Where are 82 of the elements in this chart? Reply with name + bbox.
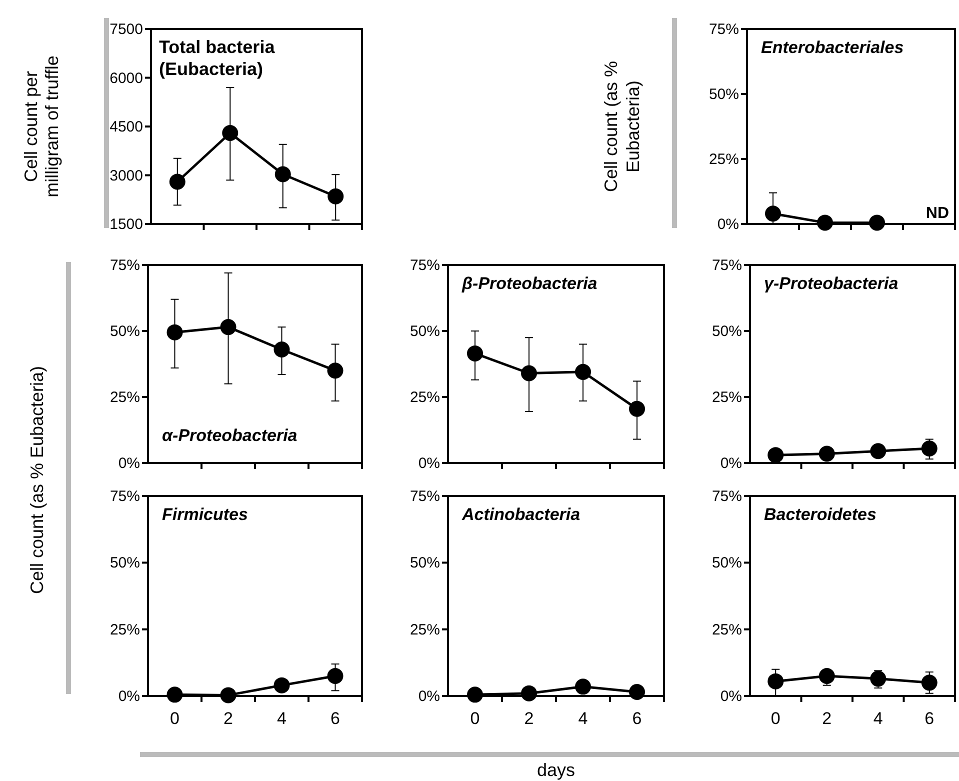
- y-tick-label: 75%: [712, 488, 742, 505]
- y-tick-label: 0%: [118, 688, 140, 705]
- point: [169, 174, 186, 190]
- y-tick-label: 0%: [118, 455, 140, 472]
- y-tick-label: 75%: [410, 257, 440, 274]
- text: β-Proteobacteria: [461, 274, 598, 293]
- y-tick-label: 75%: [708, 21, 739, 38]
- x-tick-label: 4: [277, 709, 286, 728]
- y-tick-label: 50%: [410, 323, 440, 340]
- point: [575, 678, 591, 695]
- y-axis-title: Cell count per milligram of truffle: [21, 56, 62, 198]
- text: Enterobacteriales: [761, 38, 904, 57]
- x-tick-label: 0: [770, 709, 780, 728]
- y-tick-label: 25%: [410, 621, 440, 638]
- x-tick-label: 2: [524, 709, 534, 728]
- point: [166, 686, 183, 703]
- y-tick-label: 25%: [712, 389, 742, 406]
- point: [921, 674, 938, 691]
- y-tick-label: 0%: [717, 216, 739, 233]
- text: Firmicutes: [162, 505, 248, 524]
- x-tick-label: 4: [873, 709, 883, 728]
- y-tick-label: 7500: [110, 21, 143, 38]
- text: α-Proteobacteria: [162, 426, 298, 445]
- text: Bacteroidetes: [764, 505, 876, 524]
- text: Total bacteria (Eubacteria): [159, 37, 276, 79]
- point: [629, 400, 645, 417]
- y-tick-label: 0%: [418, 455, 440, 472]
- x-tick-label: 0: [170, 709, 180, 728]
- y-tick-label: 75%: [712, 257, 742, 274]
- point: [870, 670, 886, 687]
- point: [274, 677, 290, 694]
- point: [629, 684, 645, 700]
- y-axis-title: Cell count (as % Eubacteria): [27, 366, 47, 594]
- y-tick-label: 25%: [410, 389, 440, 406]
- x-tick-label: 2: [224, 709, 233, 728]
- point: [818, 668, 835, 684]
- x-tick-label: 6: [330, 709, 340, 728]
- point: [274, 341, 290, 358]
- y-tick-label: 0%: [418, 688, 440, 705]
- annotation: ND: [926, 205, 949, 222]
- y-axis-title: Cell count (as % Eubacteria): [601, 60, 643, 192]
- y-tick-label: 0%: [720, 688, 742, 705]
- point: [467, 686, 483, 703]
- point: [768, 673, 784, 690]
- y-tick-label: 50%: [712, 323, 742, 340]
- point: [220, 687, 236, 704]
- x-tick-label: 6: [924, 709, 934, 728]
- point: [274, 166, 291, 182]
- y-tick-label: 50%: [712, 554, 742, 572]
- y-tick-label: 75%: [410, 488, 440, 505]
- x-tick-label: 6: [632, 709, 642, 728]
- text: Actinobacteria: [461, 505, 580, 524]
- y-tick-label: 3000: [110, 167, 143, 184]
- x-axis-title: days: [536, 760, 576, 780]
- point: [222, 125, 238, 141]
- point: [575, 364, 591, 380]
- x-tick-label: 2: [822, 709, 832, 728]
- y-tick-label: 75%: [110, 488, 140, 505]
- y-tick-label: 6000: [110, 70, 143, 87]
- x-tick-label: 0: [470, 709, 480, 728]
- y-tick-label: 50%: [708, 86, 739, 103]
- x-tick-label: 4: [578, 709, 588, 728]
- point: [521, 685, 537, 702]
- point: [328, 188, 344, 204]
- y-tick-label: 1500: [110, 216, 143, 233]
- point: [327, 362, 344, 379]
- y-tick-label: 25%: [712, 621, 742, 638]
- y-tick-label: 4500: [110, 118, 143, 136]
- point: [220, 319, 236, 336]
- y-tick-label: 0%: [720, 455, 742, 472]
- y-tick-label: 75%: [110, 257, 140, 274]
- point: [467, 345, 483, 362]
- y-tick-label: 25%: [110, 621, 140, 638]
- point: [327, 668, 344, 684]
- y-tick-label: 50%: [110, 554, 140, 572]
- text: γ-Proteobacteria: [764, 274, 898, 293]
- y-tick-label: 25%: [708, 151, 739, 168]
- y-tick-label: 50%: [110, 323, 140, 340]
- y-tick-label: 25%: [110, 389, 140, 406]
- point: [521, 365, 537, 382]
- point: [166, 324, 183, 340]
- y-tick-label: 50%: [410, 554, 440, 572]
